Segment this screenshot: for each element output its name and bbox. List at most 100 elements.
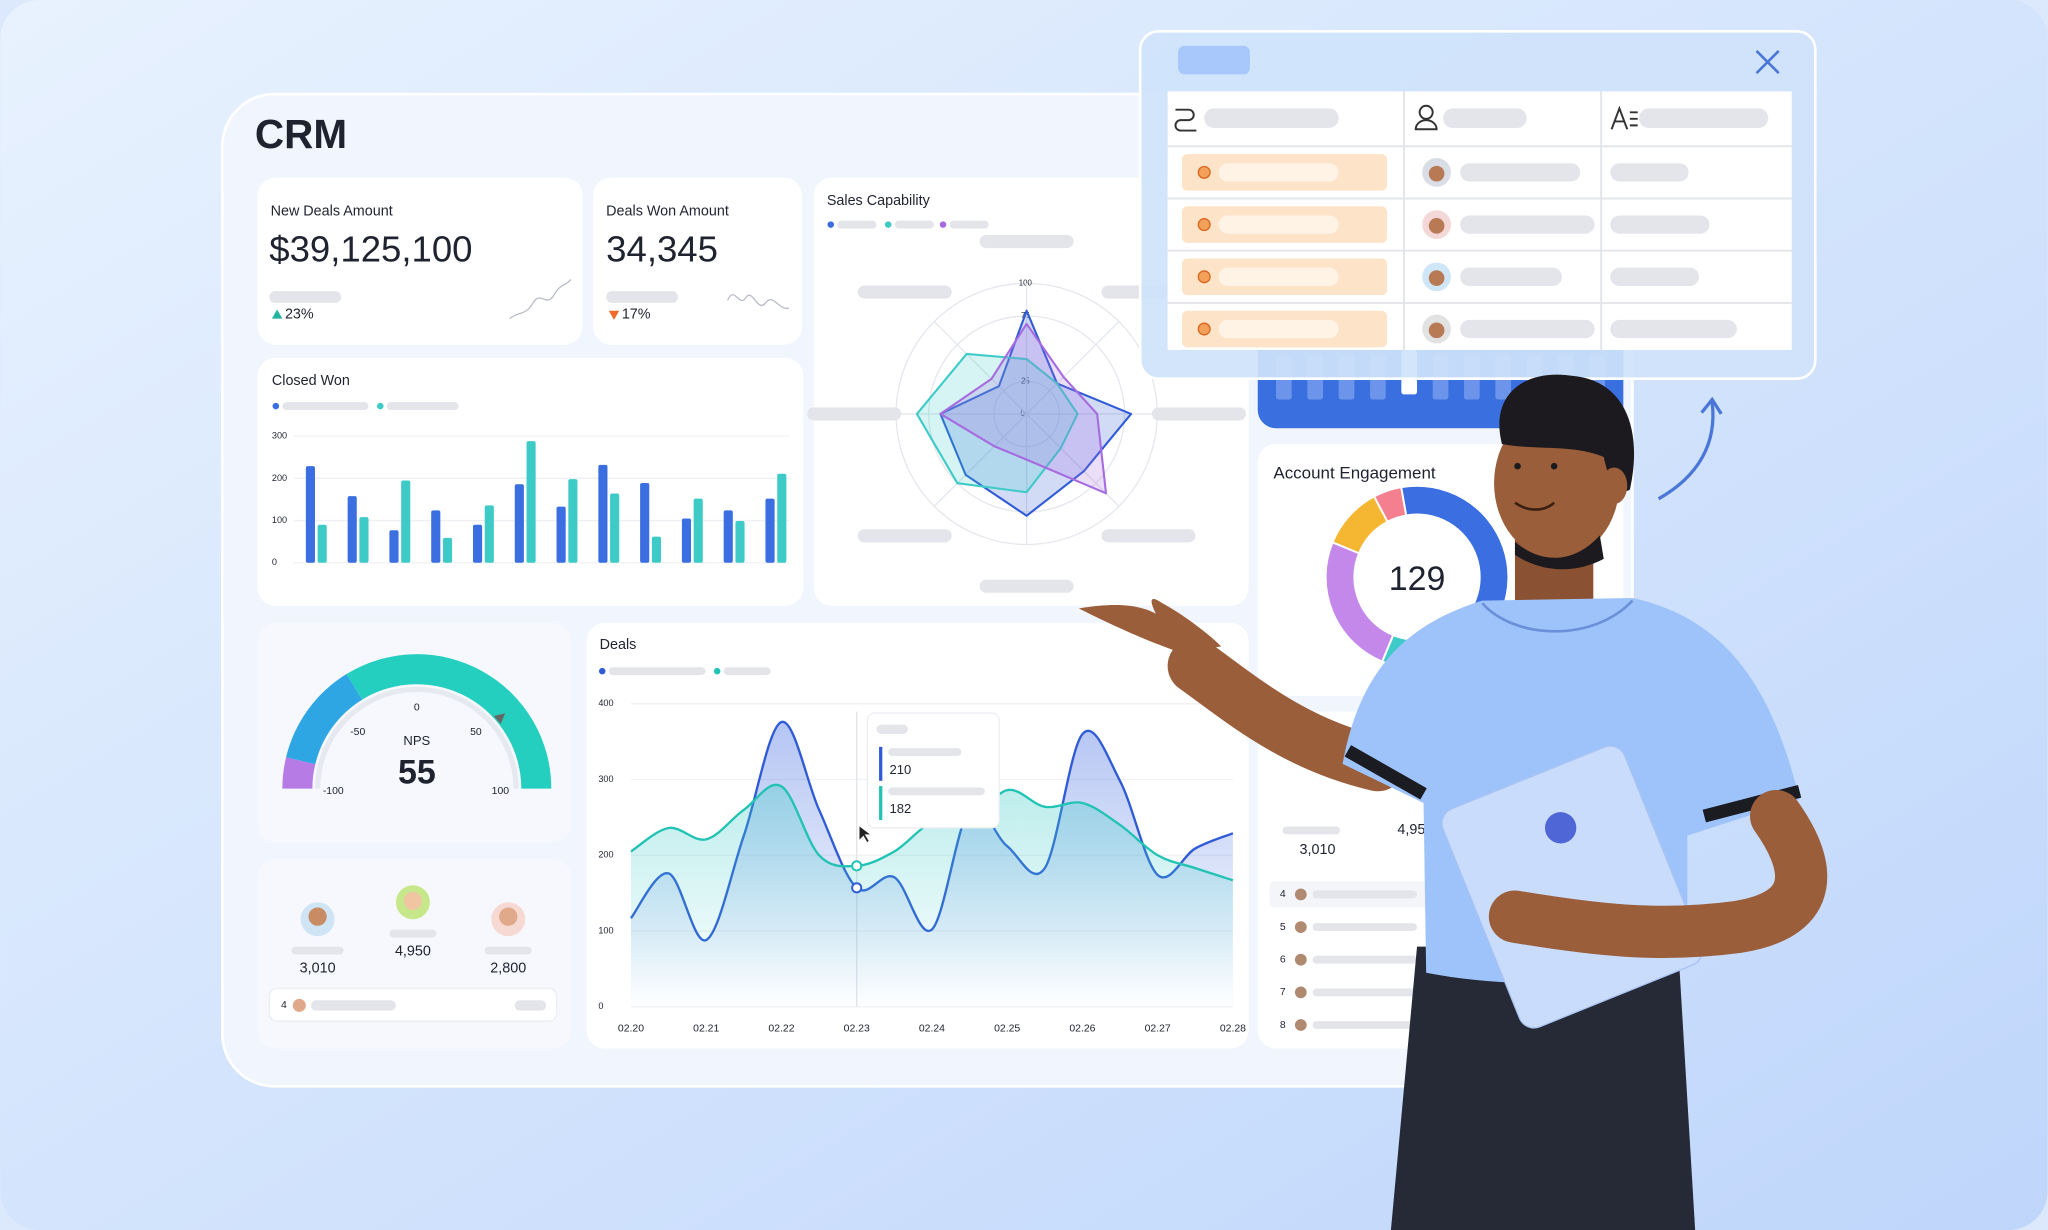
y-tick-label: 100 (598, 925, 613, 935)
tooltip (866, 712, 1000, 829)
avatar (1294, 953, 1307, 966)
placeholder (1218, 215, 1339, 234)
placeholder (1312, 890, 1418, 899)
legend-dot (884, 221, 892, 228)
x-tick-label: 02.21 (693, 1024, 719, 1035)
status-dot (1197, 165, 1211, 179)
gauge-zone (282, 757, 316, 789)
x-tick-label: 02.22 (768, 1024, 794, 1035)
bar (723, 510, 733, 563)
gauge-zone (346, 654, 552, 789)
placeholder (1312, 955, 1418, 964)
bar (765, 498, 775, 563)
spoke (933, 413, 1028, 507)
tooltip-value: 210 (890, 762, 912, 777)
radar-area (939, 322, 1108, 495)
avatar (1294, 986, 1307, 999)
placeholder (1610, 215, 1710, 234)
legend-dot (827, 221, 835, 228)
gauge-label: NPS (403, 733, 430, 748)
radar-area (915, 352, 1079, 494)
avatar (292, 998, 306, 1012)
placeholder (888, 787, 985, 796)
bar (651, 536, 662, 563)
change-arrow (608, 310, 620, 320)
mouth (1514, 501, 1555, 511)
placeholder (608, 667, 706, 676)
placeholder (1312, 988, 1418, 997)
column-icon (1174, 108, 1197, 132)
avatar-face (1428, 322, 1445, 339)
popup (1138, 30, 1817, 380)
placeholder (1204, 108, 1339, 128)
placeholder (1151, 407, 1246, 421)
status-dot (1197, 218, 1211, 232)
bar (514, 484, 524, 563)
placeholder (606, 291, 678, 303)
r-tick-label: 100 (1019, 278, 1033, 287)
popup-rows (1181, 154, 1737, 348)
hover-point (851, 860, 863, 872)
avatar-face (403, 891, 423, 911)
placeholder (514, 1000, 547, 1011)
donut-center-value: 129 (1389, 560, 1446, 598)
person (1078, 374, 1828, 1230)
avatar-face (1428, 270, 1445, 286)
sleeve-band (1344, 745, 1427, 800)
placeholder (888, 748, 962, 757)
spoke (1026, 321, 1120, 415)
right-arm (1488, 789, 1828, 959)
dashboard-title: CRM (255, 111, 347, 157)
y-tick-label: 300 (598, 774, 613, 784)
legend-dot (272, 402, 280, 410)
gauge-pointer (493, 713, 506, 724)
spoke (933, 321, 1028, 415)
rank-value: 4,950 (395, 944, 431, 960)
bar (556, 506, 566, 563)
avatar (1294, 888, 1307, 901)
tablet-dot (1544, 812, 1577, 844)
avatar-face (499, 907, 518, 926)
placeholder (807, 407, 902, 421)
x-tick-label: 02.25 (994, 1024, 1020, 1035)
tooltip-swatch (879, 746, 883, 781)
avatar-face (308, 907, 327, 926)
placeholder (1610, 319, 1737, 339)
placeholder (1312, 1021, 1418, 1029)
placeholder (1443, 108, 1527, 128)
rank-value: 2,800 (490, 961, 526, 977)
bar (640, 482, 650, 563)
legend-dot (598, 667, 606, 675)
rank-number: 4 (281, 1000, 287, 1011)
bar (347, 496, 357, 563)
legend-dot (377, 402, 384, 410)
kpi-label: Deals Won Amount (606, 203, 729, 219)
chart-title: Deals (600, 637, 637, 653)
x-tick-label: 02.20 (618, 1024, 644, 1035)
close-button[interactable] (1755, 50, 1780, 75)
rank-number: 4 (1280, 889, 1286, 900)
chart-title: Closed Won (272, 373, 350, 389)
placeholder (269, 291, 342, 303)
eye (1514, 462, 1521, 470)
kpi-change: 23% (285, 306, 314, 322)
bar (735, 520, 745, 563)
rank-number: 7 (1280, 987, 1286, 998)
x-tick-label: 02.26 (1069, 1024, 1095, 1035)
placeholder (1282, 826, 1340, 835)
placeholder (389, 929, 437, 938)
placeholder (1218, 319, 1339, 339)
status-dot (1197, 322, 1211, 336)
legend-dot (939, 221, 947, 228)
tick-label: -50 (350, 727, 365, 738)
rank-number: 5 (1280, 922, 1286, 933)
tick-label: 0 (414, 702, 420, 713)
bar (681, 518, 692, 563)
rank-number: 6 (1280, 954, 1286, 965)
hair (1499, 374, 1635, 492)
y-tick-label: 300 (272, 431, 287, 441)
bar (472, 524, 483, 563)
bar (442, 537, 453, 563)
